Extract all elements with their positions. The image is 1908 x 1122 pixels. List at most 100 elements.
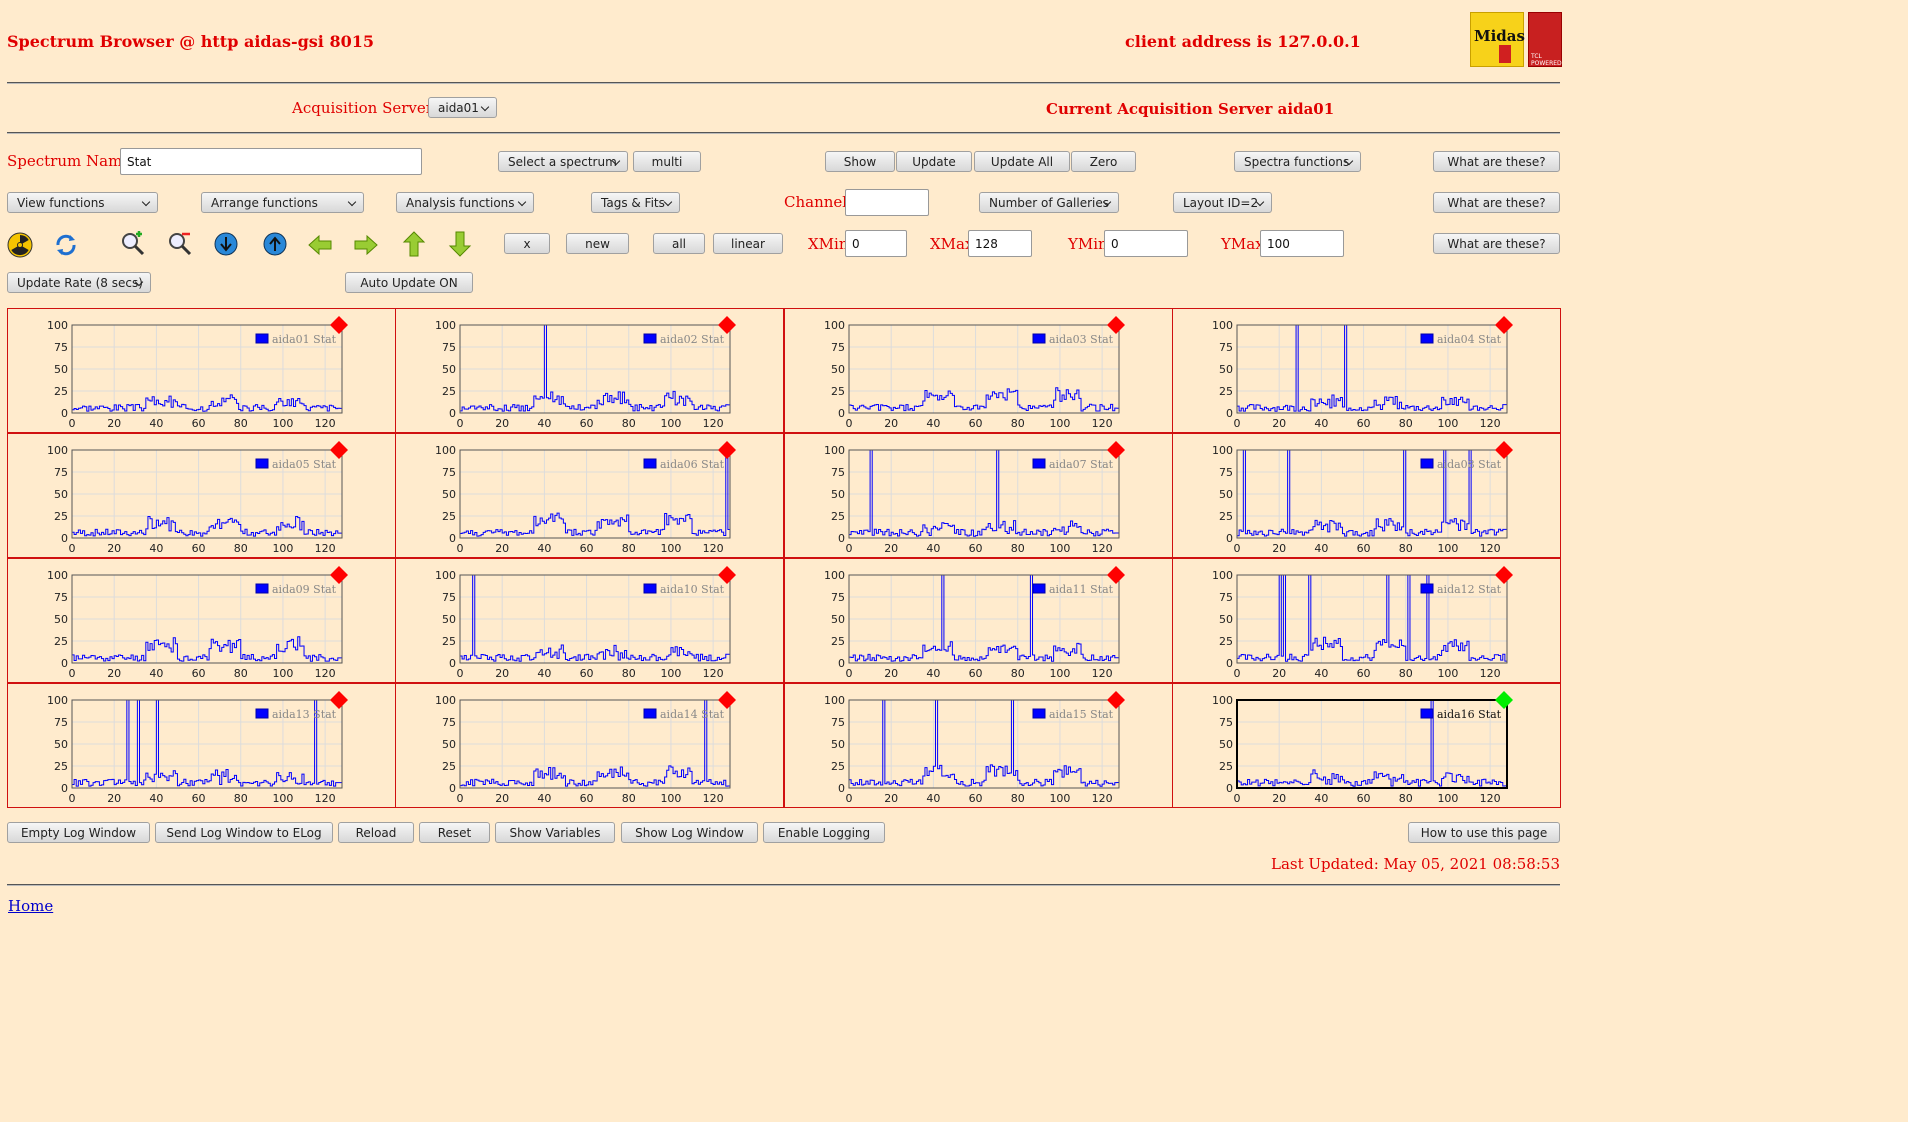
- y-tick-label: 50: [1219, 488, 1233, 501]
- x-tick-label: 80: [622, 667, 636, 680]
- y-tick-label: 75: [1219, 466, 1233, 479]
- x-tick-label: 80: [1399, 417, 1413, 430]
- xmax-input[interactable]: [968, 230, 1032, 257]
- plot-frame: [459, 324, 731, 414]
- x-tick-label: 80: [1010, 417, 1024, 430]
- x-tick-label: 40: [1314, 792, 1328, 805]
- spectrum-name-input[interactable]: [120, 148, 422, 175]
- x-tick-label: 100: [1049, 542, 1070, 555]
- enable-logging-button[interactable]: Enable Logging: [763, 822, 885, 843]
- arrow-left-icon[interactable]: [307, 232, 333, 258]
- linear-button[interactable]: linear: [713, 233, 783, 254]
- spectrum-panel-10[interactable]: 0 25 50 75 100 0 20 40 60 80 100 120 aida10 Stat: [395, 558, 785, 683]
- spectrum-panel-11[interactable]: 0 25 50 75 100 0 20 40 60 80 100 120 aida11 Stat: [783, 558, 1173, 683]
- show-variables-button[interactable]: Show Variables: [495, 822, 615, 843]
- arrow-up-icon[interactable]: [401, 231, 427, 257]
- x-tick-label: 0: [69, 542, 76, 555]
- send-log-elog-button[interactable]: Send Log Window to ELog: [155, 822, 333, 843]
- legend-swatch: [643, 708, 657, 719]
- spectrum-panel-7[interactable]: 0 25 50 75 100 0 20 40 60 80 100 120 aida07 Stat: [783, 433, 1173, 558]
- scroll-down-icon[interactable]: [213, 231, 239, 257]
- spectrum-chart: 0 25 50 75 100 0 20 40 60 80 100 120 aida05 Stat: [47, 441, 348, 555]
- spectrum-panel-12[interactable]: 0 25 50 75 100 0 20 40 60 80 100 120 aida12 Stat: [1171, 558, 1561, 683]
- channel-input[interactable]: [845, 189, 929, 216]
- what-are-these-button-3[interactable]: What are these?: [1433, 233, 1560, 254]
- ymax-input[interactable]: [1260, 230, 1344, 257]
- ymin-input[interactable]: [1104, 230, 1188, 257]
- spectrum-panel-14[interactable]: 0 25 50 75 100 0 20 40 60 80 100 120 aida14 Stat: [395, 683, 785, 808]
- show-button[interactable]: Show: [825, 151, 895, 172]
- spectrum-panel-15[interactable]: 0 25 50 75 100 0 20 40 60 80 100 120 aida15 Stat: [783, 683, 1173, 808]
- all-button[interactable]: all: [653, 233, 705, 254]
- x-tick-label: 20: [884, 417, 898, 430]
- scroll-up-icon[interactable]: [262, 231, 288, 257]
- spectrum-panel-5[interactable]: 0 25 50 75 100 0 20 40 60 80 100 120 aida05 Stat: [7, 433, 396, 558]
- x-button[interactable]: x: [504, 233, 550, 254]
- multi-button[interactable]: multi: [633, 151, 701, 172]
- acq-server-select[interactable]: aida01: [428, 97, 497, 118]
- plot-frame: [1236, 449, 1508, 539]
- spectrum-chart: 0 25 50 75 100 0 20 40 60 80 100 120 aida14 Stat: [435, 691, 737, 805]
- spectrum-panel-4[interactable]: 0 25 50 75 100 0 20 40 60 80 100 120 aida04 Stat: [1171, 308, 1561, 433]
- arrow-right-icon[interactable]: [353, 232, 379, 258]
- x-tick-label: 60: [968, 667, 982, 680]
- zoom-in-icon[interactable]: [120, 231, 146, 257]
- update-all-button[interactable]: Update All: [974, 151, 1070, 172]
- spectrum-chart: 0 25 50 75 100 0 20 40 60 80 100 120 aida13 Stat: [47, 691, 348, 805]
- refresh-icon[interactable]: [53, 232, 79, 258]
- reload-button[interactable]: Reload: [338, 822, 414, 843]
- number-of-galleries-select[interactable]: Number of Galleries: [979, 192, 1119, 213]
- arrow-down-icon[interactable]: [447, 231, 473, 257]
- what-are-these-button-2[interactable]: What are these?: [1433, 192, 1560, 213]
- spectrum-panel-2[interactable]: 0 25 50 75 100 0 20 40 60 80 100 120 aida02 Stat: [395, 308, 785, 433]
- spectrum-chart: 0 25 50 75 100 0 20 40 60 80 100 120 aida07 Stat: [824, 441, 1125, 555]
- new-button[interactable]: new: [566, 233, 629, 254]
- spectrum-panel-8[interactable]: 0 25 50 75 100 0 20 40 60 80 100 120 aida08 Stat: [1171, 433, 1561, 558]
- y-tick-label: 50: [1219, 363, 1233, 376]
- reset-button[interactable]: Reset: [419, 822, 490, 843]
- xmin-input[interactable]: [845, 230, 907, 257]
- zoom-out-icon[interactable]: [167, 231, 193, 257]
- view-functions-select[interactable]: View functions: [7, 192, 158, 213]
- zero-button[interactable]: Zero: [1071, 151, 1136, 172]
- status-indicator: [1494, 316, 1513, 334]
- update-button[interactable]: Update: [896, 151, 972, 172]
- empty-log-button[interactable]: Empty Log Window: [7, 822, 150, 843]
- how-to-use-button[interactable]: How to use this page: [1408, 822, 1560, 843]
- series-line: [1236, 324, 1507, 413]
- analysis-functions-select[interactable]: Analysis functions: [396, 192, 534, 213]
- select-spectrum-select[interactable]: Select a spectrum: [498, 151, 628, 172]
- layout-id-select[interactable]: Layout ID=2: [1173, 192, 1272, 213]
- y-tick-label: 100: [435, 319, 456, 332]
- x-tick-label: 120: [1479, 792, 1500, 805]
- x-tick-label: 80: [234, 542, 248, 555]
- spectrum-panel-3[interactable]: 0 25 50 75 100 0 20 40 60 80 100 120 aida03 Stat: [783, 308, 1173, 433]
- y-tick-label: 25: [442, 635, 456, 648]
- radiation-icon[interactable]: [7, 232, 33, 258]
- y-tick-label: 25: [1219, 510, 1233, 523]
- legend-swatch: [643, 458, 657, 469]
- x-tick-label: 60: [580, 667, 594, 680]
- status-indicator: [1494, 691, 1513, 709]
- spectrum-panel-9[interactable]: 0 25 50 75 100 0 20 40 60 80 100 120 aida09 Stat: [7, 558, 396, 683]
- series-line: [71, 636, 342, 663]
- x-tick-label: 20: [495, 417, 509, 430]
- tags-fits-select[interactable]: Tags & Fits: [591, 192, 680, 213]
- spectrum-panel-6[interactable]: 0 25 50 75 100 0 20 40 60 80 100 120 aida06 Stat: [395, 433, 785, 558]
- spectra-functions-select[interactable]: Spectra functions: [1234, 151, 1361, 172]
- x-tick-label: 100: [1437, 542, 1458, 555]
- x-tick-label: 20: [107, 667, 121, 680]
- y-tick-label: 100: [824, 444, 845, 457]
- spectrum-panel-16[interactable]: 0 25 50 75 100 0 20 40 60 80 100 120 aida16 Stat: [1171, 683, 1561, 808]
- auto-update-button[interactable]: Auto Update ON: [345, 272, 473, 293]
- spectrum-panel-13[interactable]: 0 25 50 75 100 0 20 40 60 80 100 120 aida13 Stat: [7, 683, 396, 808]
- x-tick-label: 40: [149, 542, 163, 555]
- spectrum-chart: 0 25 50 75 100 0 20 40 60 80 100 120 aida02 Stat: [435, 316, 737, 430]
- home-link[interactable]: Home: [8, 897, 54, 915]
- show-log-window-button[interactable]: Show Log Window: [621, 822, 758, 843]
- update-rate-select[interactable]: Update Rate (8 secs): [7, 272, 151, 293]
- spectrum-panel-1[interactable]: 0 25 50 75 100 0 20 40 60 80 100 120 aida01 Stat: [7, 308, 396, 433]
- arrange-functions-select[interactable]: Arrange functions: [201, 192, 364, 213]
- x-tick-label: 60: [580, 417, 594, 430]
- what-are-these-button-1[interactable]: What are these?: [1433, 151, 1560, 172]
